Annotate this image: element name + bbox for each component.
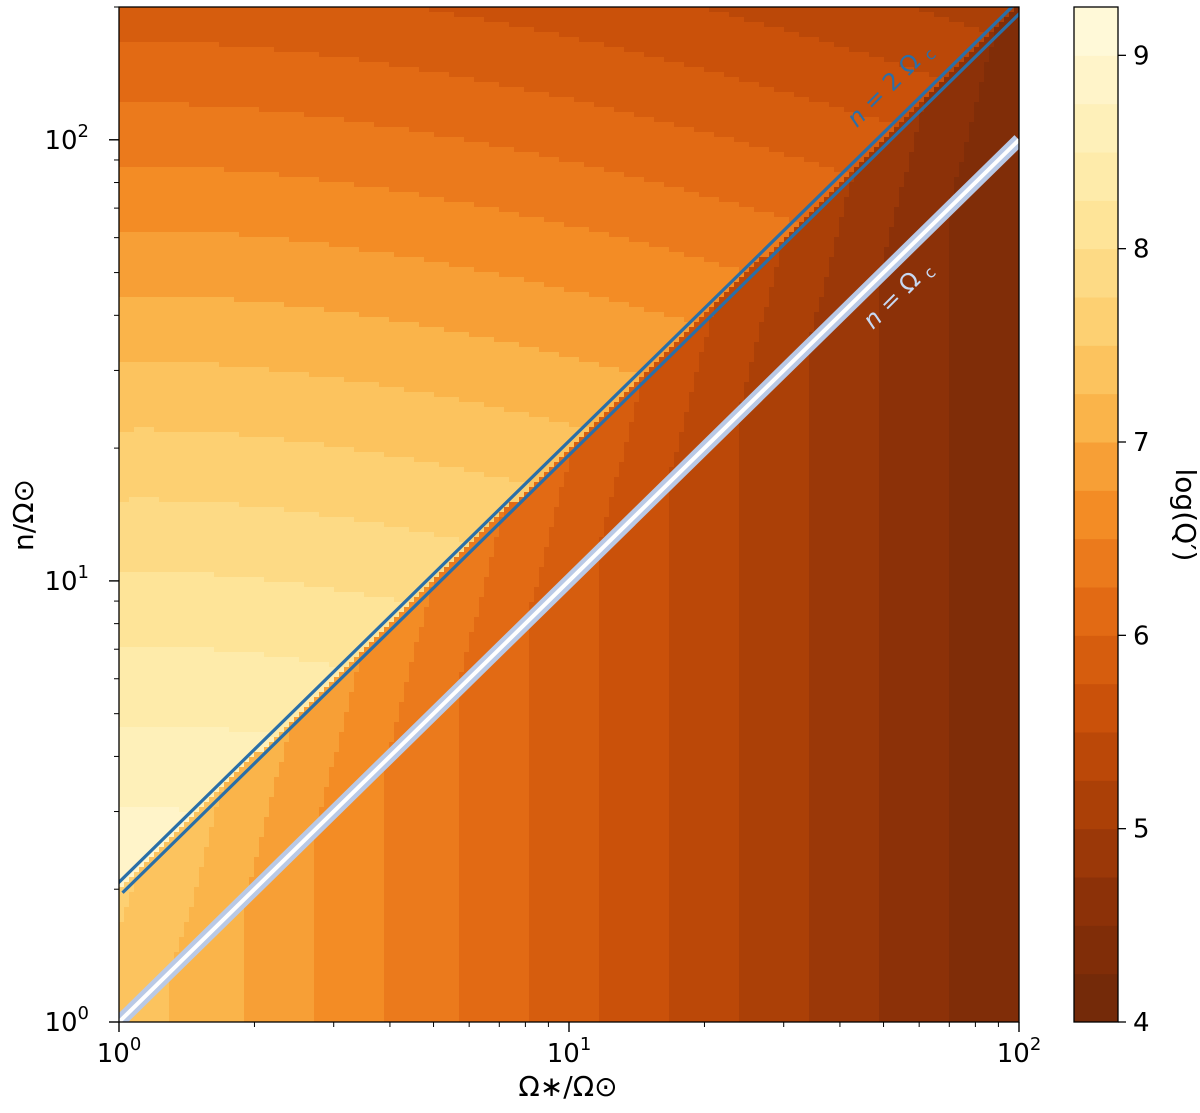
colorbar-band [1074,7,1118,56]
colorbar-band [1074,345,1118,394]
y-tick-label: 102 [44,121,89,156]
colorbar-band [1074,490,1118,539]
y-axis-label: n/Ω⊙ [7,479,40,551]
colorbar-band [1074,587,1118,636]
y-tick-label: 101 [44,562,89,597]
y-axis: 100 101 102 [44,7,119,1038]
x-tick-label: 100 [97,1034,142,1069]
colorbar-tick-label: 9 [1133,41,1150,71]
colorbar-band [1074,877,1118,926]
colorbar-band [1074,200,1118,249]
colorbar-band [1074,829,1118,878]
colorbar-band [1074,925,1118,974]
colorbar-label: log(Q′) [1169,469,1200,562]
colorbar-tick-label: 6 [1133,621,1150,651]
colorbar-tick-label: 5 [1133,815,1150,845]
contour-fill [119,7,1020,1023]
colorbar-ticks: 4 5 6 7 8 9 [1118,41,1150,1038]
colorbar-band [1074,732,1118,781]
colorbar-band [1074,780,1118,829]
colorbar-band [1074,152,1118,201]
colorbar-band [1074,442,1118,491]
colorbar-band [1074,249,1118,298]
x-axis-label: Ω∗/Ω⊙ [518,1070,617,1103]
colorbar-bands [1074,7,1118,1023]
colorbar: 4 5 6 7 8 9 [1074,7,1150,1038]
colorbar-tick-label: 8 [1133,235,1150,265]
colorbar-tick-label: 4 [1133,1008,1150,1038]
colorbar-band [1074,297,1118,346]
y-tick-label: 100 [44,1003,89,1038]
colorbar-band [1074,684,1118,733]
colorbar-band [1074,539,1118,588]
colorbar-band [1074,635,1118,684]
x-axis: 100 101 102 [97,1022,1042,1069]
contour-plot [115,3,1022,1022]
x-tick-label: 102 [997,1034,1042,1069]
colorbar-band [1074,55,1118,104]
colorbar-band [1074,974,1118,1023]
colorbar-band [1074,394,1118,443]
colorbar-tick-label: 7 [1133,428,1150,458]
x-tick-label: 101 [547,1034,592,1069]
colorbar-band [1074,104,1118,153]
